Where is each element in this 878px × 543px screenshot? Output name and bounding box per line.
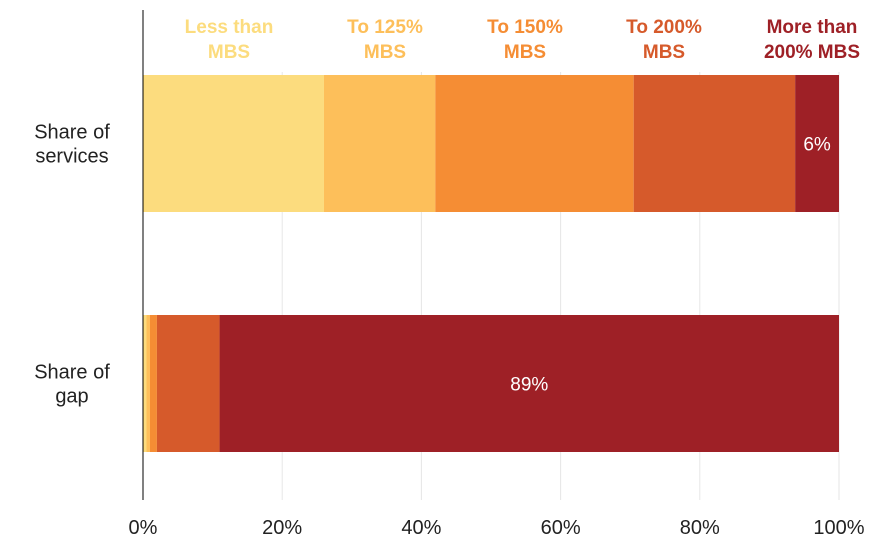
legend-entry: To 200% (626, 17, 702, 38)
bar-segment (143, 75, 324, 212)
data-label: 6% (803, 135, 831, 156)
bar-segment (149, 315, 157, 452)
legend-entry: MBS (208, 42, 250, 63)
x-tick-label: 100% (813, 517, 864, 539)
legend-entry: 200% MBS (764, 42, 860, 63)
bars (143, 75, 839, 452)
category-label: Share of (34, 362, 110, 384)
x-tick-label: 80% (680, 517, 720, 539)
bar-segment (143, 315, 147, 452)
category-label: gap (55, 386, 88, 408)
bar-segment (633, 75, 796, 212)
legend-entry: To 125% (347, 17, 423, 38)
x-tick-label: 40% (401, 517, 441, 539)
x-tick-label: 60% (541, 517, 581, 539)
legend-entry: MBS (364, 42, 406, 63)
legend-entry: MBS (643, 42, 685, 63)
legend: Less than MBS To 125% MBS To 150% MBS To 200% M… (185, 17, 860, 63)
x-tick-label: 20% (262, 517, 302, 539)
bar-segment (435, 75, 634, 212)
legend-entry: More than (767, 17, 858, 38)
bar-segment (156, 315, 220, 452)
legend-entry: To 150% (487, 17, 563, 38)
data-label: 89% (510, 375, 548, 396)
legend-entry: Less than (185, 17, 274, 38)
bar-segment (219, 315, 839, 452)
category-label: Share of (34, 122, 110, 144)
legend-entry: MBS (504, 42, 546, 63)
bar-segment (146, 315, 150, 452)
x-tick-label: 0% (129, 517, 158, 539)
labels: 0% 20% 40% 60% 80% 100%Share ofservicesShare … (34, 122, 865, 540)
bar-segment (323, 75, 436, 212)
bar-segment (795, 75, 839, 212)
category-label: services (35, 146, 108, 168)
